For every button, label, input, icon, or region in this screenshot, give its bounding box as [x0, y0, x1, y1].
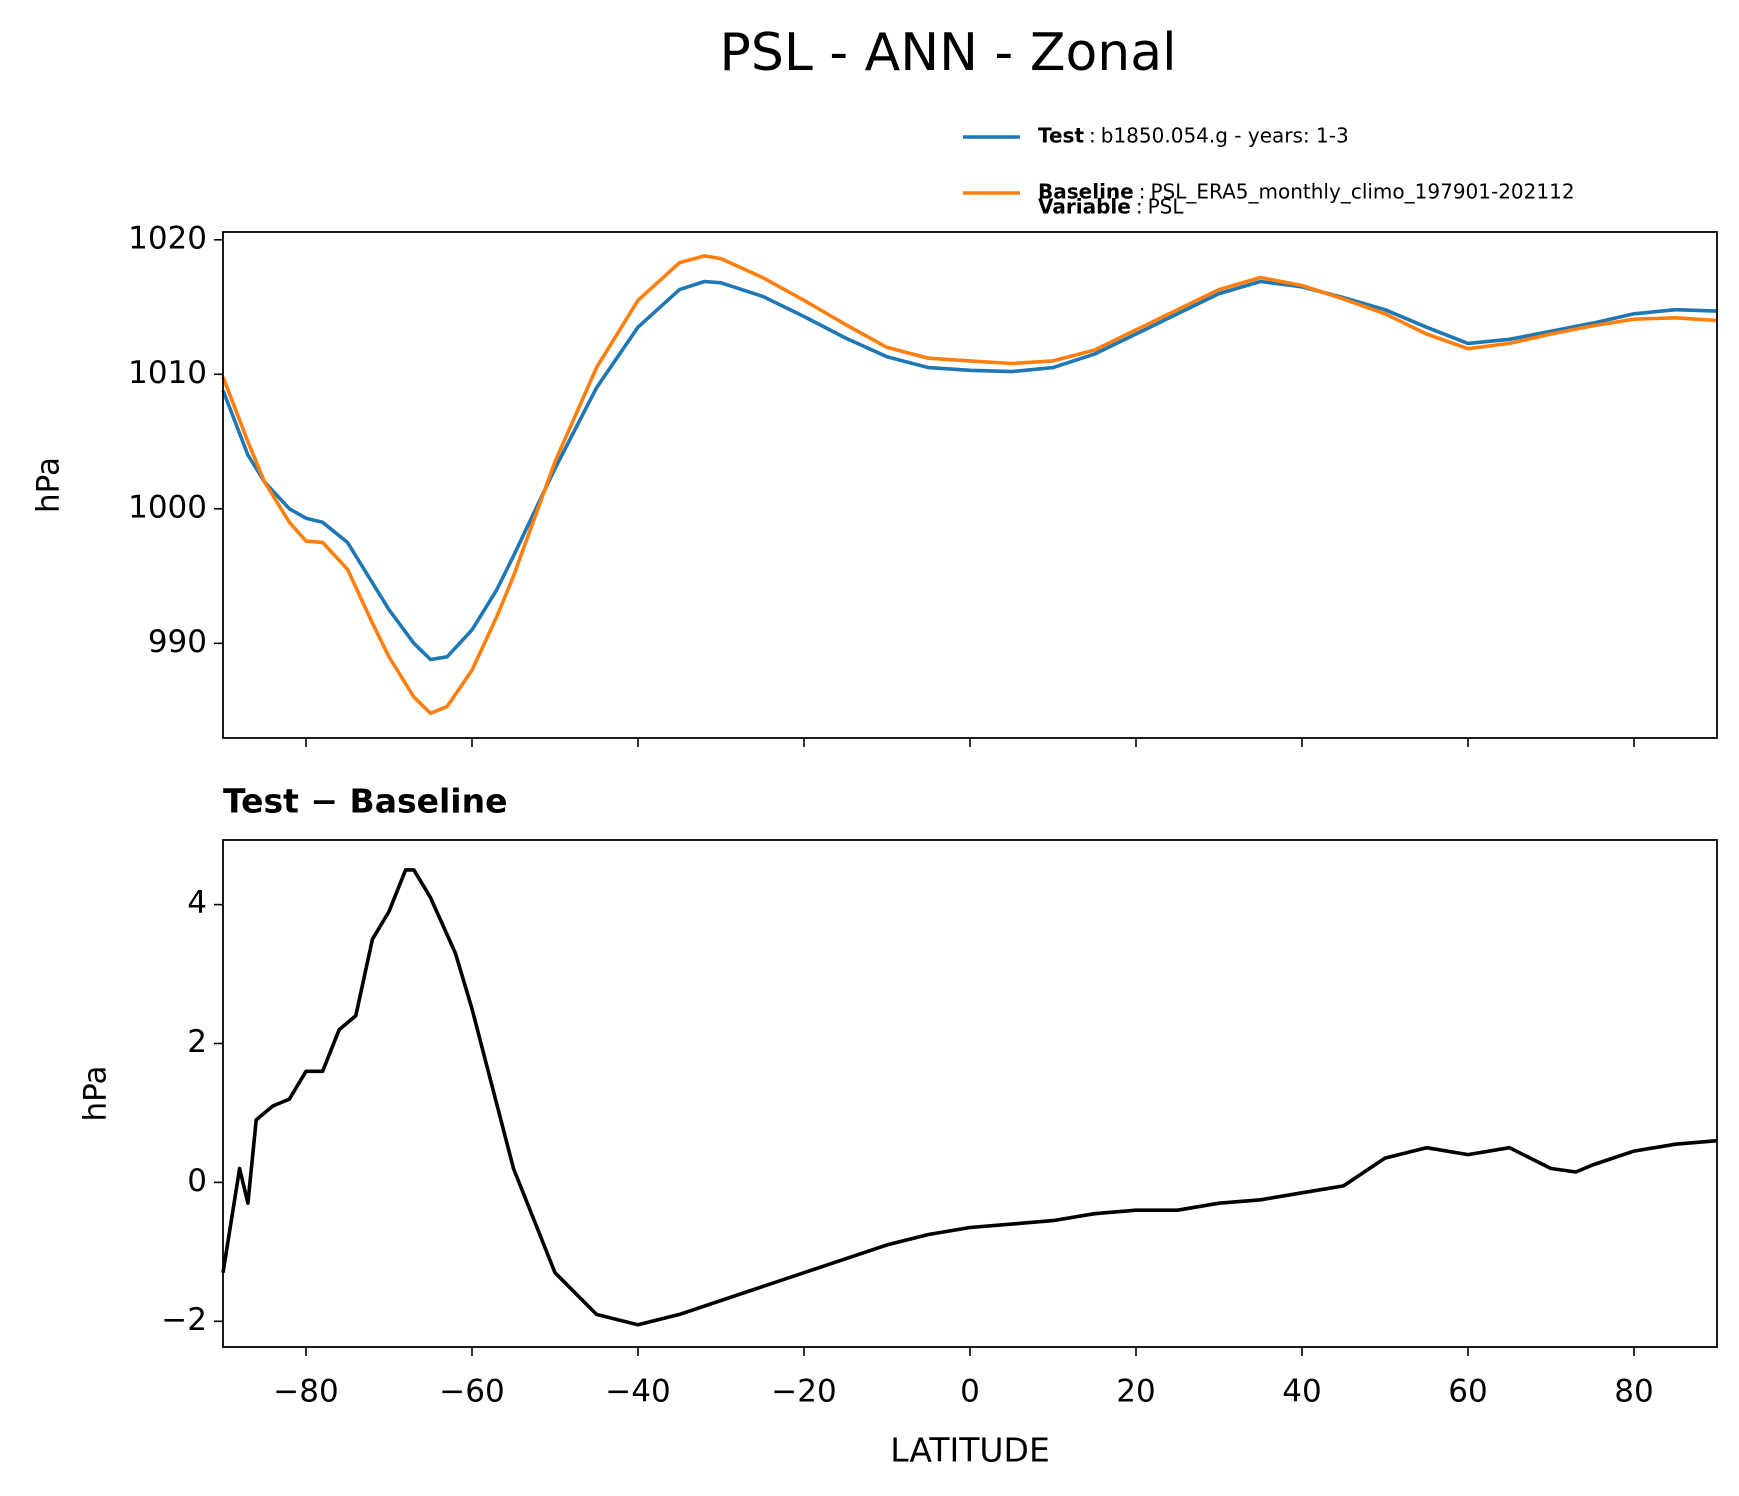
y-tick-label: 990 [148, 624, 207, 660]
figure-title: PSL - ANN - Zonal [719, 23, 1176, 83]
legend-separator: : [1136, 195, 1143, 219]
x-tick-label: −40 [605, 1374, 670, 1410]
legend-variable: PSL [1148, 195, 1185, 219]
y-tick-label: 1000 [128, 489, 207, 525]
legend-variable-label: Variable [1038, 195, 1131, 219]
line-series [221, 279, 1718, 662]
y-tick-label: 2 [187, 1024, 207, 1060]
axes-frame [222, 839, 1718, 1348]
legend-description: PSL_ERA5_monthly_climo_197901-202112 [1150, 180, 1574, 204]
x-tick-label: −60 [439, 1374, 504, 1410]
x-tick-label: 40 [1282, 1374, 1321, 1410]
y-tick-label: 0 [187, 1163, 207, 1199]
legend-label: Baseline [1038, 180, 1134, 204]
y-tick-label: −2 [161, 1302, 207, 1338]
line-series [221, 254, 1718, 716]
x-tick-label: −20 [771, 1374, 836, 1410]
line-series [221, 868, 1718, 1327]
legend-separator: : [1139, 180, 1146, 204]
x-tick-label: 20 [1116, 1374, 1155, 1410]
legend-description: b1850.054.g - years: 1-3 [1101, 124, 1349, 148]
x-tick-label: 0 [960, 1374, 980, 1410]
legend-label: Test [1038, 124, 1084, 148]
panel-title: Test − Baseline [223, 782, 508, 821]
axes-frame [222, 231, 1718, 739]
y-axis-label: hPa [78, 1066, 114, 1122]
y-tick-label: 1020 [128, 220, 207, 256]
x-tick-label: 60 [1448, 1374, 1487, 1410]
x-tick-label: 80 [1614, 1374, 1653, 1410]
y-axis-label: hPa [31, 457, 67, 513]
y-tick-label: 4 [187, 885, 207, 921]
x-tick-label: −80 [273, 1374, 338, 1410]
y-tick-label: 1010 [128, 355, 207, 391]
legend-separator: : [1089, 124, 1096, 148]
x-axis-label: LATITUDE [890, 1431, 1050, 1470]
